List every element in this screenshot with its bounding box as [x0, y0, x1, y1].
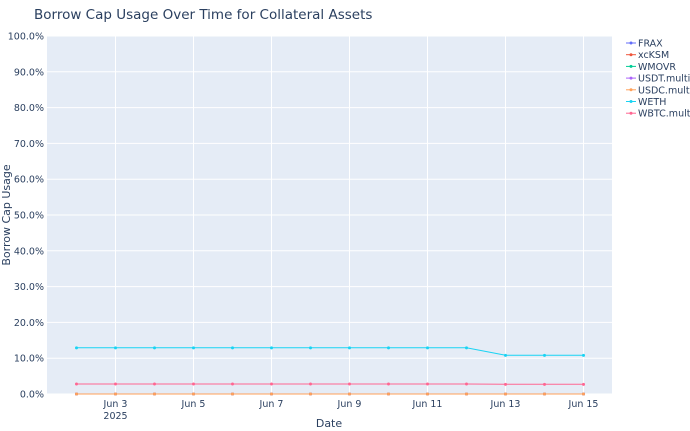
- data-point-usdc-multi: [582, 392, 585, 396]
- data-point-wbtc-multi: [114, 382, 117, 386]
- data-point-wbtc-multi: [504, 382, 507, 386]
- data-point-weth: [192, 346, 195, 350]
- series-usdc-multi: [75, 392, 585, 396]
- data-point-weth: [114, 346, 117, 350]
- data-point-weth: [231, 346, 234, 350]
- x-tick-label: Jun 13: [490, 399, 521, 410]
- legend-label: USDC.multi: [638, 85, 690, 96]
- legend-marker: [629, 76, 633, 80]
- y-tick-label: 30.0%: [14, 282, 44, 293]
- legend-item-frax[interactable]: FRAX: [626, 39, 663, 50]
- data-point-weth: [270, 346, 273, 350]
- legend-marker: [629, 88, 633, 92]
- y-tick-label: 10.0%: [14, 354, 44, 365]
- y-tick-label: 50.0%: [14, 211, 44, 222]
- y-tick-label: 40.0%: [14, 246, 44, 257]
- legend-marker: [629, 100, 633, 103]
- legend-label: WETH: [638, 97, 666, 108]
- legend[interactable]: FRAXxcKSMWMOVRUSDT.multiUSDC.multiWETHWB…: [626, 39, 690, 120]
- data-point-wbtc-multi: [75, 382, 78, 386]
- data-point-usdc-multi: [465, 392, 468, 396]
- legend-marker: [629, 41, 633, 45]
- y-tick-label: 90.0%: [14, 67, 44, 78]
- legend-item-weth[interactable]: WETH: [626, 97, 666, 108]
- legend-label: WBTC.multi: [638, 109, 690, 120]
- y-tick-label: 60.0%: [14, 175, 44, 186]
- x-tick-sublabel: 2025: [103, 411, 127, 422]
- legend-item-wbtc-multi[interactable]: WBTC.multi: [626, 109, 690, 120]
- y-tick-label: 0.0%: [20, 390, 44, 401]
- data-point-wbtc-multi: [465, 382, 468, 386]
- data-point-usdc-multi: [75, 392, 78, 396]
- legend-label: WMOVR: [638, 62, 676, 73]
- data-point-usdc-multi: [309, 392, 312, 396]
- data-point-wbtc-multi: [270, 382, 273, 386]
- data-point-usdc-multi: [543, 392, 546, 396]
- data-point-weth: [465, 346, 468, 350]
- data-point-usdc-multi: [426, 392, 429, 396]
- data-point-usdc-multi: [231, 392, 234, 396]
- y-tick-label: 80.0%: [14, 103, 44, 114]
- data-point-weth: [582, 353, 585, 357]
- data-point-wbtc-multi: [192, 382, 195, 386]
- series-wbtc-multi: [75, 382, 585, 386]
- data-point-weth: [426, 346, 429, 350]
- data-point-weth: [504, 353, 507, 357]
- legend-item-usdc-multi[interactable]: USDC.multi: [626, 85, 690, 96]
- data-point-usdc-multi: [192, 392, 195, 396]
- legend-item-usdt-multi[interactable]: USDT.multi: [626, 74, 690, 85]
- data-point-usdc-multi: [153, 392, 156, 396]
- x-tick-label: Jun 9: [337, 399, 362, 410]
- x-axis-title: Date: [316, 417, 343, 430]
- x-tick-label: Jun 11: [412, 399, 443, 410]
- data-point-weth: [387, 346, 390, 350]
- data-point-usdc-multi: [348, 392, 351, 396]
- series-layer: [75, 346, 585, 396]
- legend-marker: [629, 111, 633, 115]
- data-point-weth: [348, 346, 351, 350]
- x-tick-label: Jun 7: [259, 399, 284, 410]
- data-point-usdc-multi: [270, 392, 273, 396]
- x-tick-label: Jun 15: [568, 399, 599, 410]
- series-weth: [75, 346, 585, 357]
- chart-title: Borrow Cap Usage Over Time for Collatera…: [34, 7, 372, 23]
- legend-label: FRAX: [638, 39, 663, 50]
- y-tick-label: 20.0%: [14, 318, 44, 329]
- data-point-weth: [543, 353, 546, 357]
- data-point-usdc-multi: [504, 392, 507, 396]
- y-tick-labels: 0.0% 10.0% 20.0% 30.0% 40.0% 50.0% 60.0% 70.0% 8…: [8, 32, 44, 401]
- legend-marker: [629, 53, 633, 57]
- data-point-wbtc-multi: [387, 382, 390, 386]
- y-tick-label: 100.0%: [8, 32, 44, 43]
- data-point-weth: [75, 346, 78, 350]
- y-tick-label: 70.0%: [14, 139, 44, 150]
- data-point-wbtc-multi: [582, 382, 585, 386]
- legend-label: xcKSM: [638, 50, 669, 61]
- legend-item-wmovr[interactable]: WMOVR: [626, 62, 676, 73]
- legend-label: USDT.multi: [638, 74, 690, 85]
- legend-item-xcksm[interactable]: xcKSM: [626, 50, 669, 61]
- data-point-wbtc-multi: [426, 382, 429, 386]
- data-point-wbtc-multi: [153, 382, 156, 386]
- data-point-wbtc-multi: [543, 382, 546, 386]
- data-point-wbtc-multi: [348, 382, 351, 386]
- data-point-wbtc-multi: [309, 382, 312, 386]
- x-tick-label: Jun 5: [181, 399, 206, 410]
- data-point-weth: [153, 346, 156, 350]
- grid-layer: [47, 35, 612, 395]
- data-point-usdc-multi: [387, 392, 390, 396]
- series-line-weth: [76, 347, 584, 356]
- data-point-usdc-multi: [114, 392, 117, 396]
- data-point-weth: [309, 346, 312, 350]
- x-tick-label: Jun 3: [103, 399, 128, 410]
- data-point-wbtc-multi: [231, 382, 234, 386]
- y-axis-title: Borrow Cap Usage: [0, 164, 13, 266]
- legend-marker: [629, 64, 633, 68]
